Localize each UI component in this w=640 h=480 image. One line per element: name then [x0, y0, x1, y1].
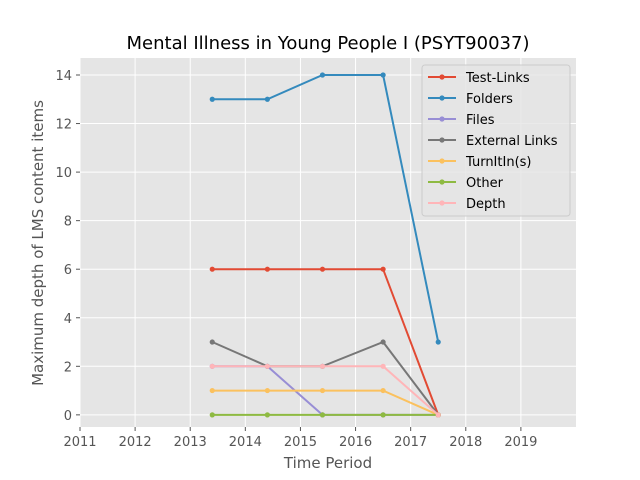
y-tick-label: 2 — [64, 360, 72, 375]
legend: Test-Links Folders Files External Links Turn… — [421, 64, 571, 217]
legend-item: External Links — [428, 134, 558, 149]
x-tick-label: 2016 — [339, 435, 372, 450]
legend-swatch-marker — [439, 137, 445, 143]
data-point — [209, 387, 215, 394]
data-point — [435, 412, 441, 418]
data-point — [264, 412, 270, 418]
data-point — [209, 266, 215, 272]
legend-item: Depth — [428, 197, 506, 212]
x-tick-label: 2018 — [449, 435, 482, 450]
y-tick-label: 12 — [55, 118, 72, 133]
legend-item: Files — [428, 113, 495, 128]
legend-swatch-marker — [439, 74, 445, 80]
data-point — [264, 96, 270, 102]
legend-label: Test-Links — [465, 71, 530, 86]
legend-item: Folders — [428, 92, 513, 107]
data-point — [319, 266, 326, 272]
series-folders — [209, 72, 441, 345]
legend-swatch-marker — [439, 179, 445, 185]
x-tick-label: 2011 — [63, 435, 96, 450]
legend-item: TurnItIn(s) — [428, 155, 531, 170]
legend-item: Test-Links — [428, 71, 530, 86]
x-tick-label: 2019 — [504, 435, 537, 450]
x-tick-label: 2012 — [119, 435, 152, 450]
data-point — [209, 412, 215, 418]
legend-label: External Links — [466, 134, 558, 149]
legend-swatch-marker — [439, 95, 445, 101]
x-tick-label: 2015 — [284, 435, 317, 450]
data-point — [380, 412, 386, 418]
data-point — [380, 363, 386, 369]
data-point — [380, 339, 386, 345]
y-tick-label: 0 — [64, 409, 72, 424]
y-tick-label: 8 — [64, 215, 72, 230]
data-point — [319, 412, 326, 418]
y-tick-label: 6 — [64, 263, 72, 278]
data-point — [209, 339, 215, 345]
x-axis-label: Time Period — [283, 454, 372, 472]
legend-label: TurnItIn(s) — [465, 155, 531, 170]
legend-label: Files — [466, 113, 495, 128]
x-tick-label: 2014 — [229, 435, 262, 450]
data-point — [319, 363, 326, 369]
data-point — [319, 72, 326, 78]
x-tick-label: 2017 — [394, 435, 427, 450]
data-point — [264, 266, 270, 272]
x-tick-label: 2013 — [174, 435, 207, 450]
data-point — [435, 339, 441, 345]
series-lines — [209, 72, 441, 418]
data-point — [380, 266, 386, 272]
data-point — [264, 387, 270, 394]
legend-frame — [421, 64, 571, 217]
data-point — [380, 72, 386, 78]
legend-item: Other — [428, 176, 504, 191]
legend-label: Other — [466, 176, 504, 191]
y-ticks: 0 2 4 6 8 10 12 14 — [55, 69, 80, 424]
legend-label: Depth — [466, 197, 506, 212]
series-depth — [209, 363, 441, 418]
series-turnitin-s- — [209, 387, 441, 418]
chart-title: Mental Illness in Young People I (PSYT90… — [127, 33, 530, 54]
data-point — [264, 363, 270, 369]
legend-swatch-marker — [439, 158, 445, 164]
y-tick-label: 10 — [55, 166, 72, 181]
data-point — [209, 96, 215, 102]
y-tick-label: 14 — [55, 69, 72, 84]
legend-swatch-marker — [439, 116, 445, 122]
data-point — [209, 363, 215, 369]
y-tick-label: 4 — [64, 312, 72, 327]
legend-swatch-marker — [439, 200, 445, 206]
x-ticks: 2011 2012 2013 2014 2015 2016 2017 2018 2019 — [63, 427, 537, 450]
data-point — [319, 387, 326, 394]
y-axis-label: Maximum depth of LMS content items — [29, 100, 47, 386]
data-point — [380, 387, 386, 394]
legend-label: Folders — [466, 92, 513, 107]
